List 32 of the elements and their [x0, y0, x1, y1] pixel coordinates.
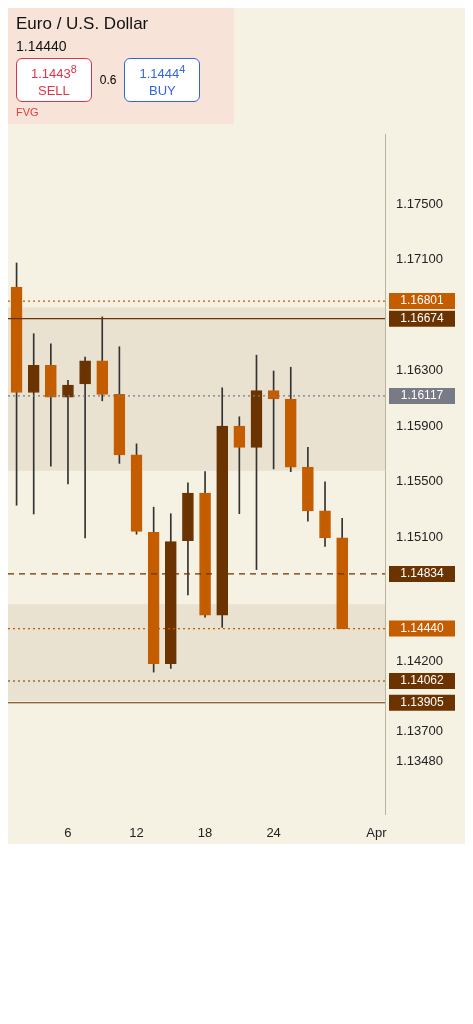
chart-title: Euro / U.S. Dollar: [16, 14, 150, 34]
text: 1.1444$^{4}$: [139, 62, 186, 83]
candlestick: [79, 356, 91, 539]
y-tick-label: 1.16300: [396, 362, 443, 378]
x-tick-label: Apr: [366, 825, 388, 841]
ref-line-label: 1.16801: [400, 293, 445, 308]
x-tick-label: 12: [129, 825, 144, 841]
y-tick-label: 1.15900: [396, 417, 443, 433]
y-tick-label: 1.14200: [396, 653, 443, 669]
text: 1.1443$^{8}$: [31, 62, 77, 83]
ref-line-label: 1.16117: [400, 388, 444, 403]
ref-line-label: 1.14062: [400, 673, 445, 688]
candlestick: [27, 333, 40, 515]
x-tick-label: 24: [266, 825, 281, 841]
x-tick-label: 18: [197, 825, 213, 841]
ref-line-label: 1.14834: [400, 566, 445, 581]
y-tick-label: 1.13480: [396, 753, 443, 769]
y-tick-label: 1.13700: [396, 723, 443, 739]
ref-line-label: 1.16674: [400, 311, 445, 326]
y-tick-label: 1.17500: [396, 196, 443, 212]
y-tick-label: 1.15100: [396, 528, 443, 544]
candlestick: [62, 380, 74, 485]
ref-line-label: 1.13905: [400, 695, 445, 710]
text: SELL: [37, 82, 71, 100]
text: 0.6: [99, 73, 117, 88]
x-tick-label: 6: [64, 825, 72, 841]
chart-subtitle: 1.14440: [16, 38, 68, 54]
text: FVG: [16, 106, 40, 119]
text: BUY: [148, 82, 177, 100]
y-tick-label: 1.17100: [396, 251, 443, 267]
y-tick-label: 1.15500: [396, 473, 443, 489]
ref-line-label: 1.14440: [400, 621, 445, 636]
